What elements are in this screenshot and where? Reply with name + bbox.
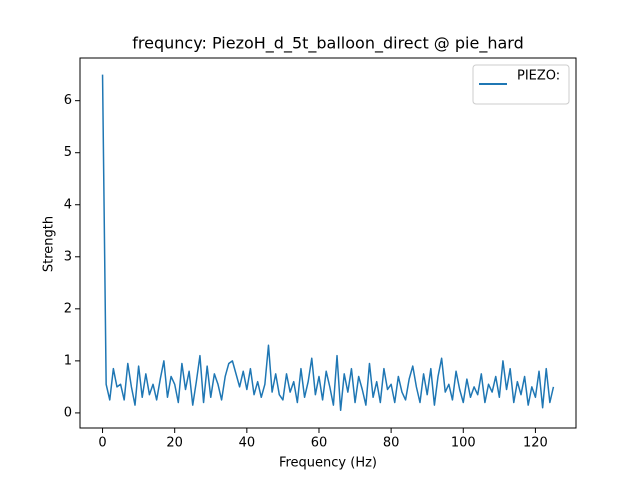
y-tick-label: 1 (64, 353, 72, 368)
legend-frame (472, 64, 570, 105)
y-tick-label: 4 (64, 197, 72, 212)
y-tick-label: 0 (64, 405, 72, 420)
y-axis-label: Strength (42, 216, 57, 272)
axes-frame (79, 57, 577, 429)
x-tick-label: 60 (311, 436, 328, 451)
line-series (101, 74, 555, 412)
x-tick-label: 100 (451, 436, 476, 451)
legend-label: PIEZO: (517, 69, 560, 84)
x-tick-label: 40 (239, 436, 256, 451)
x-tick-label: 0 (98, 436, 106, 451)
x-axis-label: Frequency (Hz) (279, 456, 377, 471)
y-tick-label: 6 (64, 93, 72, 108)
x-tick-label: 20 (166, 436, 183, 451)
chart-title: frequncy: PiezoH_d_5t_balloon_direct @ p… (132, 34, 523, 54)
y-tick-label: 3 (64, 249, 72, 264)
y-tick-label: 2 (64, 301, 72, 316)
x-tick-label: 80 (383, 436, 400, 451)
x-tick-label: 120 (523, 436, 548, 451)
y-tick-label: 5 (64, 145, 72, 160)
